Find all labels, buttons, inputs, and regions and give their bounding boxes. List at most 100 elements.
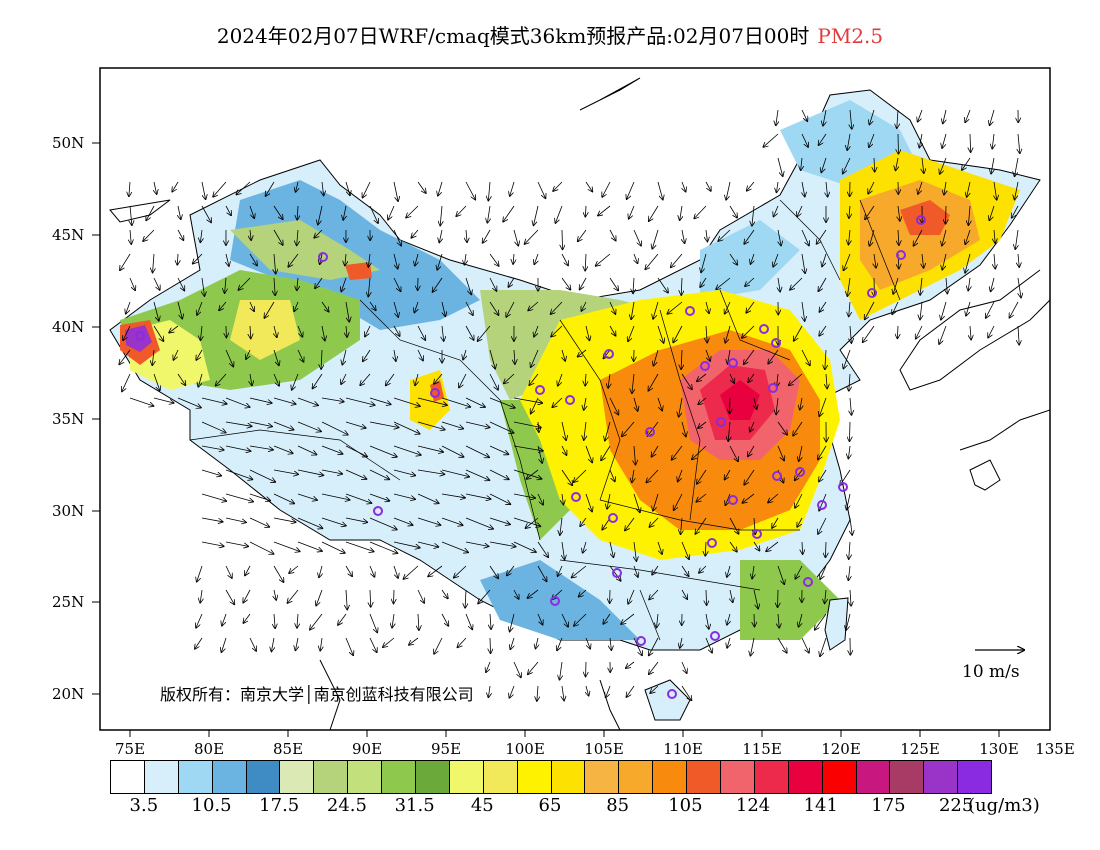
wind-arrow — [490, 613, 491, 629]
wind-arrow — [970, 133, 971, 152]
wind-arrow — [129, 181, 130, 196]
wind-arrow — [216, 373, 227, 386]
wind-arrow — [698, 421, 707, 428]
wind-arrow — [728, 349, 730, 364]
wind-arrow — [681, 565, 689, 576]
wind-arrow — [678, 469, 683, 482]
wind-arrow — [243, 589, 251, 603]
lon-label-90e: 90E — [351, 740, 383, 758]
wind-arrow — [695, 517, 707, 534]
wind-arrow — [393, 229, 401, 246]
legend-tick-label: 65 — [538, 795, 562, 816]
wind-arrow — [510, 637, 514, 649]
wind-arrow — [819, 397, 827, 416]
wind-arrow — [507, 565, 515, 575]
lon-label-120e: 120E — [821, 740, 861, 758]
wind-arrow — [201, 397, 227, 404]
wind-arrow — [649, 205, 659, 221]
wind-arrow — [778, 613, 779, 628]
wind-arrow — [417, 589, 424, 603]
wind-arrow — [801, 157, 802, 170]
wind-arrow — [513, 397, 542, 403]
lat-label-35n: 35N — [52, 410, 85, 428]
wind-arrow — [463, 349, 466, 360]
wind-arrow — [489, 493, 510, 504]
wind-arrow — [411, 229, 419, 238]
wind-arrow — [417, 397, 447, 405]
wind-arrow — [273, 469, 298, 474]
wind-arrow — [249, 469, 275, 482]
wind-arrow — [681, 541, 689, 559]
legend-tick-label: 175 — [871, 795, 906, 816]
wind-arrow — [249, 205, 254, 218]
wind-arrow — [219, 301, 227, 310]
wind-arrow — [705, 349, 710, 361]
wind-arrow — [918, 109, 923, 122]
wind-arrow — [273, 421, 294, 430]
color-legend — [110, 760, 992, 794]
wind-arrow — [465, 325, 474, 340]
wind-arrow — [940, 157, 947, 174]
wind-arrow — [601, 445, 611, 460]
wind-arrow — [249, 493, 270, 501]
wind-arrow — [369, 421, 399, 427]
wind-arrow — [681, 349, 682, 369]
wind-arrow — [510, 181, 515, 196]
wind-arrow — [946, 277, 947, 294]
station-marker — [768, 383, 778, 393]
wind-arrow — [696, 493, 707, 502]
wind-arrow — [465, 445, 489, 457]
wind-arrow — [368, 277, 370, 297]
wind-arrow — [465, 589, 466, 608]
wind-arrow — [966, 301, 971, 316]
wind-arrow — [225, 517, 246, 522]
wind-arrow — [941, 301, 947, 320]
wind-arrow — [297, 493, 317, 500]
wind-arrow — [680, 205, 682, 220]
wind-arrow — [680, 637, 682, 648]
wind-arrow — [561, 469, 572, 485]
wind-arrow — [414, 301, 418, 313]
wind-arrow — [418, 613, 419, 630]
legend-swatch — [144, 761, 179, 793]
wind-arrow — [553, 181, 563, 191]
wind-arrow — [177, 277, 184, 291]
lat-label-30n: 30N — [52, 502, 85, 520]
wind-arrow — [393, 277, 401, 291]
wind-arrow — [535, 637, 538, 649]
wind-arrow — [369, 397, 391, 404]
lon-label-75e: 75E — [114, 740, 146, 758]
wind-arrow — [319, 565, 322, 577]
wind-arrow — [441, 421, 463, 429]
wind-arrow — [649, 637, 659, 656]
wind-arrow — [559, 661, 562, 680]
wind-arrow — [820, 565, 827, 579]
wind-arrow — [273, 541, 300, 551]
wind-arrow — [742, 325, 755, 338]
wind-arrow — [778, 277, 780, 292]
wind-arrow — [646, 469, 659, 482]
wind-arrow — [514, 349, 515, 364]
legend-swatch — [382, 761, 417, 793]
wind-arrow — [849, 373, 850, 391]
wind-arrow — [297, 421, 321, 431]
wind-arrow — [201, 517, 223, 522]
wind-arrow — [603, 349, 611, 358]
wind-arrow — [489, 301, 499, 315]
wind-arrow — [850, 517, 852, 535]
wind-arrow — [528, 661, 539, 674]
wind-arrow — [274, 325, 277, 337]
wind-arrow — [386, 373, 395, 385]
wind-arrow — [369, 301, 376, 310]
wind-arrow — [513, 517, 540, 526]
wind-arrow — [265, 181, 275, 196]
legend-tick-label: 105 — [668, 795, 703, 816]
wind-arrow — [527, 589, 539, 598]
wind-arrow — [439, 229, 442, 242]
wind-arrow — [681, 661, 687, 673]
wind-arrow — [201, 181, 206, 199]
legend-tick-label: 31.5 — [394, 795, 435, 816]
wind-arrow — [428, 565, 443, 577]
legend-tick-label: 10.5 — [191, 795, 232, 816]
wind-arrow — [585, 493, 592, 512]
